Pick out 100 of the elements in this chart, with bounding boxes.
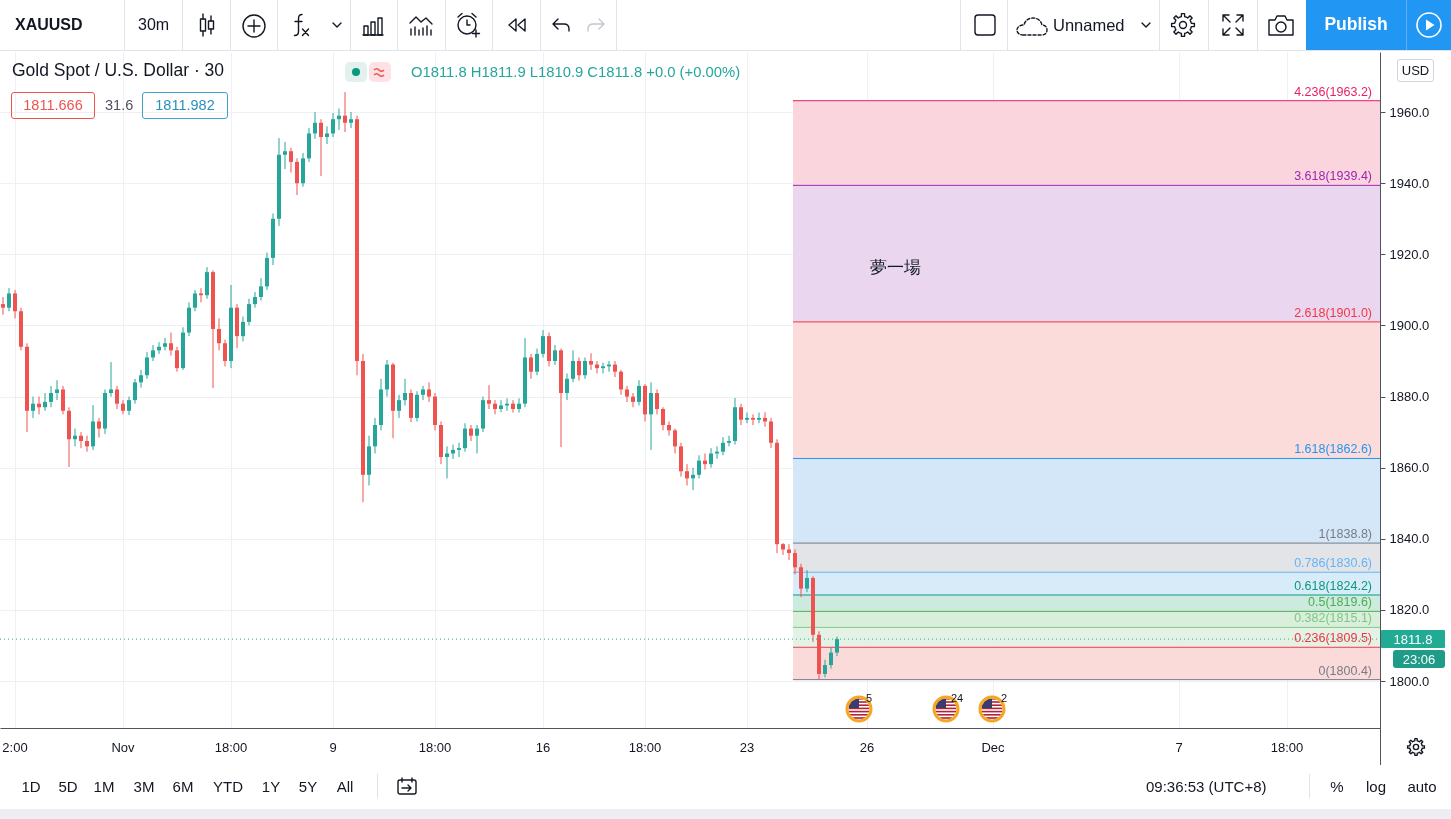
- text: 09:36:53 (UTC+8): [1146, 777, 1267, 795]
- candlestick: [649, 381, 653, 451]
- x-tick-label: 16: [535, 739, 551, 755]
- candlestick: [805, 569, 809, 593]
- candlestick: [217, 317, 221, 351]
- candlestick: [61, 385, 65, 415]
- candlestick: [145, 351, 149, 380]
- text: Unnamed: [1053, 15, 1125, 34]
- candlestick: [319, 118, 323, 177]
- ref-line-label: 1811.8: [1381, 630, 1445, 649]
- x-tick-label: 7: [1175, 739, 1183, 755]
- candlestick: [673, 428, 677, 454]
- candlestick: [541, 329, 545, 358]
- candlestick: [637, 379, 641, 406]
- annotation: O1811.8 H1811.9 L1810.9 C1811.8 +0.0 (+0.00%): [411, 63, 741, 80]
- candlestick: [127, 396, 131, 416]
- candlestick: [247, 298, 251, 326]
- y-tick-label: 1840.0: [1389, 531, 1430, 547]
- annotation: 31.6: [105, 96, 134, 113]
- candlestick: [169, 332, 173, 357]
- candlestick: [205, 266, 209, 300]
- candlestick: [577, 356, 581, 382]
- candlestick: [55, 379, 59, 401]
- ref-line-label: 1.618(1862.6): [1294, 442, 1372, 457]
- candlestick: [457, 442, 461, 458]
- ref-line-label: 1(1838.8): [1318, 527, 1372, 542]
- candlestick: [241, 316, 245, 342]
- text: auto: [1407, 777, 1437, 795]
- text: 23:06: [1393, 650, 1445, 668]
- annotation: 5: [865, 691, 873, 704]
- candlestick: [535, 348, 539, 376]
- candlestick: [631, 392, 635, 408]
- candlestick: [799, 563, 803, 598]
- candlestick: [259, 277, 263, 302]
- ref-line-label: 3.618(1939.4): [1294, 169, 1372, 184]
- x-tick-label: 9: [329, 739, 337, 755]
- candlestick: [331, 112, 335, 138]
- candlestick: [139, 369, 143, 389]
- y-tick-label: 1920.0: [1389, 246, 1430, 262]
- text: 6M: [172, 777, 194, 795]
- candlestick: [97, 417, 101, 438]
- candlestick: [49, 385, 53, 408]
- candlestick: [787, 543, 791, 561]
- candlestick: [115, 385, 119, 410]
- text: 3M: [133, 777, 155, 795]
- candlestick: [343, 91, 347, 133]
- candlestick: [463, 422, 467, 453]
- candlestick: [163, 337, 167, 351]
- y-tick-label: 1900.0: [1389, 317, 1430, 333]
- ref-line-label: 0.618(1824.2): [1294, 579, 1372, 593]
- ref-line-label: 0.382(1815.1): [1294, 611, 1372, 626]
- candlestick: [109, 361, 113, 398]
- text: Publish: [1324, 14, 1388, 35]
- candlestick: [79, 431, 83, 449]
- candlestick: [823, 659, 827, 678]
- candlestick: [289, 147, 293, 174]
- text: XAUUSD: [15, 16, 83, 33]
- candlestick: [313, 111, 317, 140]
- candlestick: [781, 542, 785, 556]
- x-tick-label: Dec: [981, 739, 1006, 755]
- candlestick: [1, 296, 5, 316]
- candlestick: [295, 157, 299, 196]
- annotation: 24: [950, 691, 964, 704]
- text: log: [1365, 777, 1387, 795]
- ref-line-label: 0.786(1830.6): [1294, 556, 1372, 571]
- x-tick-label: 26: [859, 739, 875, 755]
- candlestick: [697, 454, 701, 479]
- text: 1M: [93, 777, 115, 795]
- ref-line-label: 0.236(1809.5): [1294, 631, 1372, 646]
- candlestick: [685, 463, 689, 486]
- text: All: [336, 777, 354, 795]
- x-tick-label: 18:00: [418, 739, 452, 755]
- annotation: 夢一場: [870, 256, 921, 277]
- candlestick: [469, 424, 473, 442]
- candlestick: [553, 344, 557, 366]
- text: %: [1330, 777, 1344, 795]
- candlestick: [517, 397, 521, 414]
- candlestick: [193, 289, 197, 312]
- candlestick: [739, 403, 743, 426]
- annotation: 1811.666: [11, 91, 95, 119]
- text: 30m: [138, 16, 170, 33]
- candlestick: [529, 353, 533, 380]
- y-tick-label: 1880.0: [1389, 389, 1430, 405]
- candlestick: [751, 413, 755, 426]
- candlestick: [475, 424, 479, 454]
- candlestick: [757, 412, 761, 424]
- candlestick: [499, 399, 503, 413]
- candlestick: [619, 369, 623, 396]
- candlestick: [427, 381, 431, 403]
- ref-line-label: 4.236(1963.2): [1294, 84, 1372, 99]
- x-tick-label: 2:00: [2, 739, 28, 755]
- candlestick: [487, 384, 491, 410]
- y-tick-label: 1860.0: [1389, 460, 1430, 476]
- candlestick: [223, 339, 227, 367]
- candlestick: [13, 289, 17, 319]
- candlestick: [283, 141, 287, 170]
- candlestick: [667, 420, 671, 437]
- candlestick: [793, 548, 797, 575]
- text: YTD: [213, 777, 243, 795]
- candlestick: [253, 291, 257, 309]
